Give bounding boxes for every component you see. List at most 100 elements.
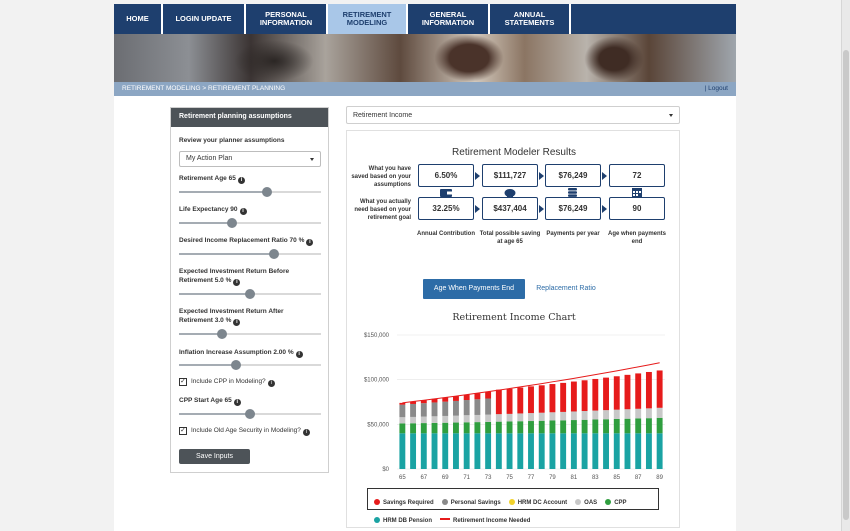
bar-segment xyxy=(506,413,513,422)
x-tick-label: 85 xyxy=(613,475,620,481)
info-icon[interactable]: i xyxy=(306,239,314,246)
info-icon[interactable]: i xyxy=(233,399,241,406)
plan-select[interactable]: My Action Plan xyxy=(179,151,321,167)
include-oas-checkbox[interactable]: ✓ xyxy=(179,427,187,435)
retirement-age-label: Retirement Age 65 i xyxy=(179,174,245,184)
bar-segment xyxy=(517,387,524,414)
legend-dot-swatch xyxy=(508,499,515,505)
info-icon[interactable]: i xyxy=(302,429,310,436)
slider-handle[interactable] xyxy=(245,409,255,419)
bar-segment xyxy=(570,433,577,469)
nav-personal-information[interactable]: PERSONAL INFORMATION xyxy=(246,4,328,34)
bar-segment xyxy=(570,381,577,412)
nav-home[interactable]: HOME xyxy=(114,4,163,34)
bar-segment xyxy=(431,402,438,417)
bar-segment xyxy=(431,416,438,423)
slider-handle[interactable] xyxy=(262,187,273,197)
replacement-ratio-button[interactable]: Replacement Ratio xyxy=(536,285,596,292)
need-total-saving: $437,404 xyxy=(482,197,538,220)
legend-dot-swatch xyxy=(575,499,582,505)
nav-retirement-modeling[interactable]: RETIREMENT MODELING xyxy=(328,4,408,34)
bar-segment xyxy=(420,423,427,434)
info-icon[interactable]: i xyxy=(233,279,241,286)
piggy-bank-icon xyxy=(504,189,516,198)
logout-link[interactable]: | Logout xyxy=(704,85,728,92)
slider-handle[interactable] xyxy=(245,289,255,299)
include-cpp-checkbox[interactable]: ✓ xyxy=(179,378,187,386)
results-title: Retirement Modeler Results xyxy=(452,147,576,158)
assumptions-panel-title: Retirement planning assumptions xyxy=(171,108,328,127)
save-inputs-button[interactable]: Save Inputs xyxy=(179,449,250,464)
bar-segment xyxy=(495,414,502,422)
bar-segment xyxy=(570,411,577,421)
bar-segment xyxy=(506,433,513,469)
bar-segment xyxy=(506,388,513,414)
inflation-text: Inflation Increase Assumption 2.00 % xyxy=(179,349,294,356)
cpp-start-slider[interactable] xyxy=(179,409,321,419)
bar-segment xyxy=(431,398,438,403)
results-view-select[interactable]: Retirement Income xyxy=(346,106,680,124)
page-scrollbar[interactable] xyxy=(841,0,850,531)
slider-handle[interactable] xyxy=(226,218,237,228)
legend-label: Personal Savings xyxy=(450,500,501,506)
need-payments-per-year: $76,249 xyxy=(545,197,601,220)
legend-dot-swatch xyxy=(374,499,380,505)
info-icon[interactable]: i xyxy=(237,177,245,184)
slider-track xyxy=(179,333,321,335)
bar-segment xyxy=(442,433,449,469)
age-when-payments-end-button[interactable]: Age When Payments End xyxy=(423,279,525,299)
replacement-ratio-slider[interactable] xyxy=(179,249,321,259)
bar-segment xyxy=(603,419,609,434)
bar-segment xyxy=(463,422,470,434)
slider-handle[interactable] xyxy=(230,360,241,370)
bar-segment xyxy=(581,433,588,469)
bar-segment xyxy=(474,393,481,400)
bar-segment xyxy=(645,433,652,469)
bar-segment xyxy=(645,418,652,434)
breadcrumb[interactable]: RETIREMENT MODELING > RETIREMENT PLANNIN… xyxy=(122,85,286,92)
bar-segment xyxy=(453,433,459,469)
slider-handle[interactable] xyxy=(216,329,227,339)
life-expectancy-slider[interactable] xyxy=(179,218,321,228)
bar-segment xyxy=(656,370,663,408)
bar-segment xyxy=(592,419,599,434)
slider-fill xyxy=(179,253,275,255)
bar-segment xyxy=(592,378,599,411)
arrow-right-icon xyxy=(602,205,607,213)
legend-label: CPP xyxy=(614,500,627,506)
return-after-label: Expected Investment Return After Retirem… xyxy=(179,307,309,326)
nav-general-information[interactable]: GENERAL INFORMATION xyxy=(408,4,490,34)
bar-segment xyxy=(399,423,406,434)
info-icon[interactable]: i xyxy=(233,319,241,326)
bar-segment xyxy=(528,386,534,414)
bar-segment xyxy=(517,413,524,422)
bar-segment xyxy=(624,418,631,434)
return-before-label: Expected Investment Return Before Retire… xyxy=(179,267,314,286)
info-icon[interactable]: i xyxy=(295,351,303,358)
cpp-start-label: CPP Start Age 65 i xyxy=(179,396,241,406)
bar-segment xyxy=(485,398,492,415)
retirement-age-slider[interactable] xyxy=(179,187,321,197)
info-icon[interactable]: i xyxy=(267,380,275,387)
arrow-right-icon xyxy=(539,172,544,180)
chart-legend: Savings Required Personal Savings HRM DC A… xyxy=(367,488,659,524)
legend-item: HRM DB Pension xyxy=(374,517,432,525)
slider-fill xyxy=(179,364,236,366)
legend-label: Retirement Income Needed xyxy=(453,518,531,524)
return-after-text: Expected Investment Return After Retirem… xyxy=(179,308,284,324)
x-tick-label: 67 xyxy=(420,475,427,481)
col-label-total-saving: Total possible saving at age 65 xyxy=(479,231,541,245)
return-after-slider[interactable] xyxy=(179,329,321,339)
info-icon[interactable]: i xyxy=(239,208,247,215)
slider-handle[interactable] xyxy=(269,249,280,259)
nav-annual-statements[interactable]: ANNUAL STATEMENTS xyxy=(490,4,571,34)
inflation-slider[interactable] xyxy=(179,360,321,370)
nav-login-update[interactable]: LOGIN UPDATE xyxy=(163,4,246,34)
return-before-slider[interactable] xyxy=(179,289,321,299)
bar-segment xyxy=(656,407,663,418)
legend-item: OAS xyxy=(575,499,597,507)
scrollbar-thumb[interactable] xyxy=(843,50,849,520)
x-tick-label: 87 xyxy=(635,475,642,481)
results-panel: Retirement Modeler Results What you have… xyxy=(346,130,680,528)
nav-retirement-modeling-label: RETIREMENT MODELING xyxy=(342,10,392,27)
